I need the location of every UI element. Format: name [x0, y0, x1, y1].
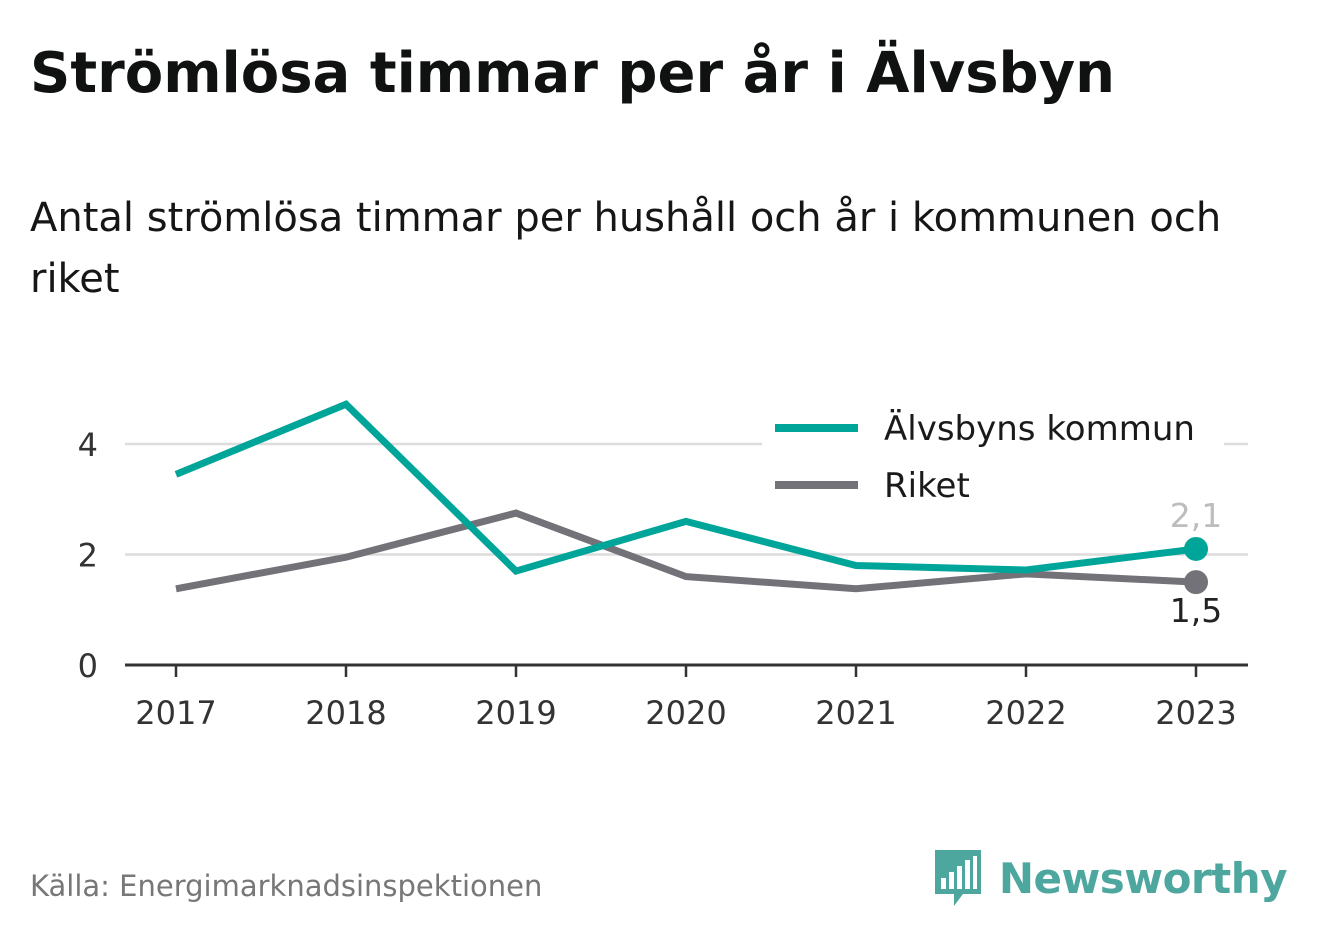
legend: Älvsbyns kommun Riket [762, 402, 1224, 514]
x-tick-label: 2018 [305, 694, 386, 732]
x-tick-label: 2020 [645, 694, 726, 732]
end-label-riket: 1,5 [1170, 591, 1222, 630]
newsworthy-chat-bars-icon [934, 850, 981, 906]
x-tick-label: 2023 [1155, 694, 1236, 732]
series-lines [174, 400, 1208, 595]
series-line-riket [175, 509, 1197, 593]
x-tick-label: 2022 [985, 694, 1066, 732]
brand-logo: Newsworthy [933, 848, 1288, 908]
legend-background [762, 402, 1224, 514]
chart-title: Strömlösa timmar per år i Älvsbyn [30, 41, 1115, 106]
y-tick-label: 0 [78, 647, 98, 685]
x-tick-label: 2021 [815, 694, 896, 732]
legend-label: Älvsbyns kommun [884, 409, 1195, 449]
end-labels: 2,1 1,5 [1170, 496, 1222, 630]
series-line-kommun [174, 400, 1197, 576]
y-axis-ticks: 0 2 4 [78, 426, 98, 685]
y-tick-label: 4 [78, 426, 98, 464]
series-end-point [1184, 536, 1208, 561]
brand-name: Newsworthy [998, 853, 1288, 903]
end-label-kommun: 2,1 [1170, 496, 1222, 535]
x-tick-label: 2019 [475, 694, 556, 732]
source-note: Källa: Energimarknadsinspektionen [30, 869, 543, 903]
x-tick-label: 2017 [135, 694, 216, 732]
legend-label: Riket [884, 466, 970, 506]
series-end-point [1184, 570, 1208, 595]
y-tick-label: 2 [78, 537, 98, 575]
chart-subtitle: Antal strömlösa timmar per hushåll och å… [30, 195, 1222, 302]
x-axis-ticks: 2017 2018 2019 2020 2021 2022 2023 [135, 665, 1237, 732]
